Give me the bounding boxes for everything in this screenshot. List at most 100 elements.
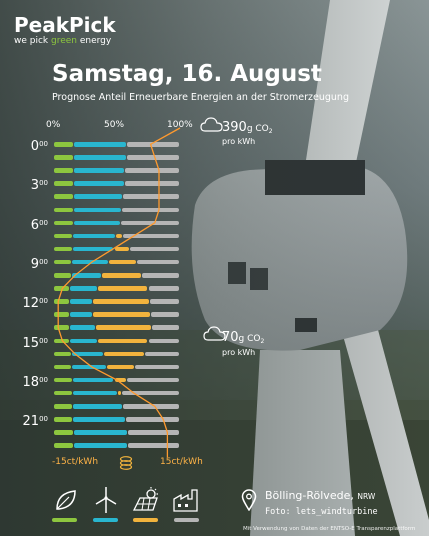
hour-label: 600 [14,215,48,234]
bar-segment-biomass [54,142,74,147]
bar-segment-solar [114,246,129,252]
biomass-icon [56,490,76,510]
bar-segment-wind [74,142,127,147]
bar-segment-biomass [54,443,74,448]
bar-segment-wind [72,390,118,396]
hour-label-hour: 21 [22,414,40,430]
bar-segment-wind [74,194,123,199]
bar-segment-biomass [54,417,72,422]
bar-segment-wind [70,299,93,304]
co2-low-unit: g CO [238,334,261,344]
bar-segment-biomass [54,220,74,226]
hour-label-minutes: 00 [39,140,48,148]
hour-label-hour: 0 [30,139,40,154]
hour-label-hour: 3 [30,178,40,194]
hour-label-minutes: 00 [39,257,48,266]
bar-segment-biomass [54,273,71,278]
bar-segment-conventional [127,142,179,147]
location-place: Bölling-Rölvede [265,489,351,502]
bar-segment-conventional [125,417,179,422]
bar-segment-biomass [54,259,71,265]
bar-segment-wind [74,220,120,226]
bar-segment-conventional [137,259,179,265]
hour-label-hour: 18 [22,374,40,390]
bar-segment-conventional [128,430,179,435]
wind-turbine-icon [95,487,117,513]
bar-segment-biomass [54,351,71,357]
co2-low-per: pro kWh [222,348,256,357]
bar-segment-biomass [54,390,72,396]
bar-segment-conventional [129,246,179,252]
bar-segment-conventional [127,155,179,160]
axis-tick-label: 50% [104,120,125,130]
bar-segment-wind [71,364,106,370]
bar-segment-biomass [54,404,72,409]
bar-segment-solar [95,325,152,330]
hour-label: 1500 [14,333,48,352]
bar-segment-wind [74,168,124,173]
coin-stack-icon [119,456,133,470]
co2-high-per: pro kWh [222,137,256,146]
solar-icon [132,487,158,511]
bar-segment-biomass [54,286,70,291]
hour-label: 300 [14,175,48,194]
bar-segment-solar [106,364,134,370]
factory-icon [173,489,198,512]
bar-segment-biomass [54,233,72,239]
bar-segment-conventional [149,299,179,304]
co2-high-number: 390 [222,120,247,135]
bar-segment-wind [72,246,114,252]
hour-label: 1200 [14,293,48,312]
bar-segment-solar [101,273,142,278]
bar-segment-solar [118,390,122,396]
tagline-accent: green [51,36,77,46]
price-max-label: 15ct/kWh [160,457,203,467]
hour-label-minutes: 00 [39,375,48,384]
bar-segment-conventional [134,364,179,370]
bar-segment-biomass [54,207,74,212]
hour-label: 900 [14,254,48,273]
bar-segment-conventional [144,351,179,357]
location-name: Bölling-Rölvede, NRW [265,489,376,502]
hour-label-hour: 9 [30,256,40,272]
axis-tick-label: 100% [167,120,193,130]
bar-segment-biomass [54,338,70,343]
hour-label-hour: 15 [22,335,40,351]
cloud-icon [200,117,223,132]
hour-label-hour: 12 [22,296,40,312]
bar-segment-solar [98,338,148,343]
co2-low-sub: 2 [260,338,265,345]
bar-segment-wind [71,259,109,265]
footnote: Mit Verwendung von Daten der ENTSO-E Tra… [243,526,416,532]
brand-tagline: we pick green energy [14,36,111,46]
hour-label: 000 [14,136,48,155]
bar-segment-wind [72,377,114,383]
bar-segment-biomass [54,377,72,383]
photo-credit: Foto: lets_windturbine [265,507,378,517]
axis-tick-label: 0% [46,120,61,130]
bar-segment-biomass [54,299,70,304]
bar-segment-solar [93,299,149,304]
bar-segment-wind [74,207,122,212]
bar-segment-wind [74,155,127,160]
bar-segment-wind [72,404,123,409]
bar-segment-wind [74,443,128,448]
bar-segment-biomass [54,155,74,160]
hour-label-minutes: 00 [39,218,48,227]
bar-segment-conventional [151,312,179,317]
bar-segment-wind [70,312,93,317]
bar-segment-wind [74,181,124,186]
legend-swatch-biomass [52,518,77,522]
bar-segment-conventional [148,338,179,343]
co2-low-value: 70g CO2 [222,330,264,350]
legend-swatch-wind [93,518,118,522]
hour-label-minutes: 00 [39,179,48,188]
bar-segment-solar [98,286,148,291]
bar-segment-wind [72,233,115,239]
bar-segment-conventional [152,325,179,330]
hour-label-hour: 6 [30,217,40,233]
bar-segment-biomass [54,168,74,173]
